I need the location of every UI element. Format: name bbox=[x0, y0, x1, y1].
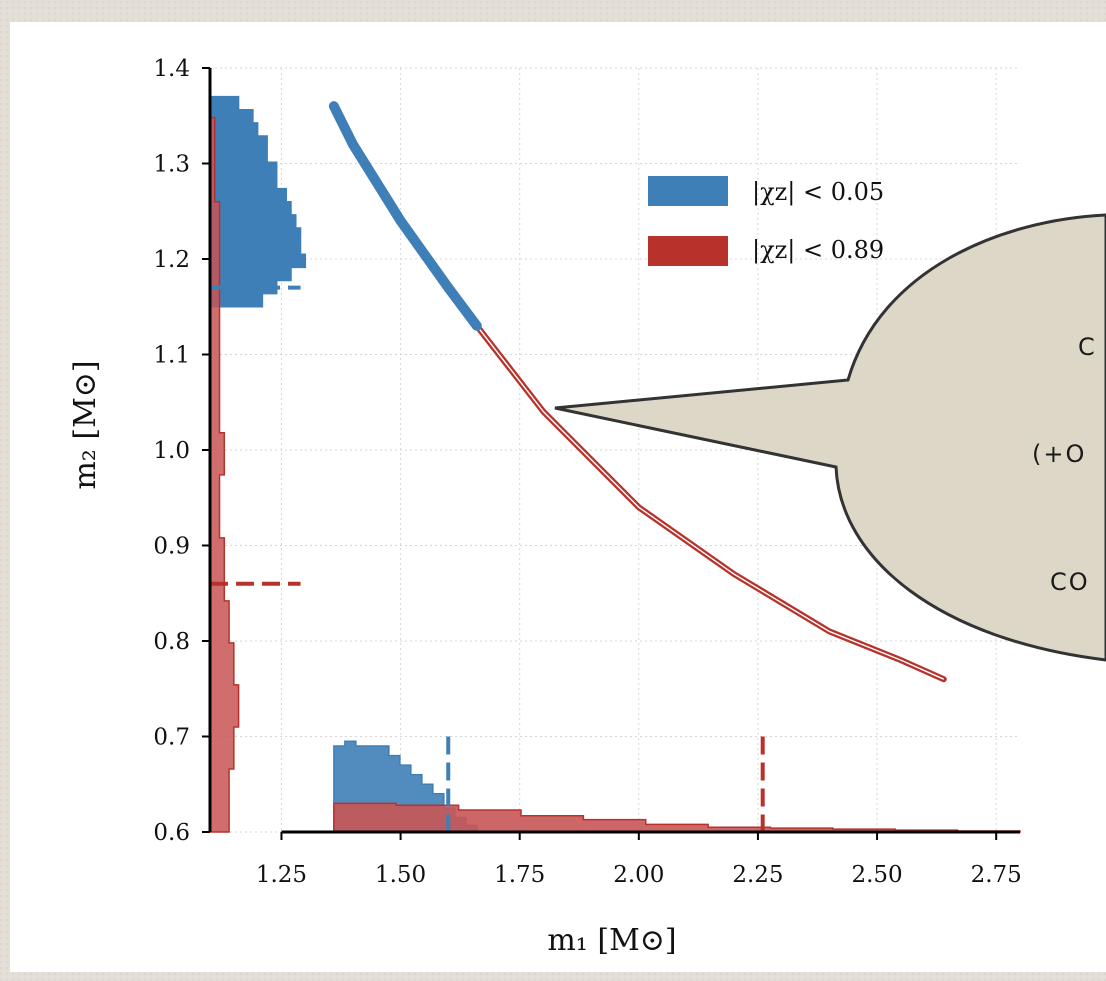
y-tick-label-4: 1.0 bbox=[153, 438, 190, 464]
y-tick-label-0: 0.6 bbox=[153, 820, 190, 846]
y-tick-label-8: 1.4 bbox=[153, 56, 190, 82]
legend: |χz| < 0.05 |χz| < 0.89 bbox=[648, 176, 884, 266]
tick-labels: 1.25 1.50 1.75 2.00 2.25 2.50 2.75 0.6 0.7 0.8 0.9… bbox=[153, 56, 1021, 888]
curve-blue bbox=[328, 101, 482, 331]
curve-red-highlight bbox=[476, 325, 945, 680]
x-tick-label-2: 1.75 bbox=[494, 862, 545, 888]
data-curves bbox=[328, 101, 947, 683]
y-tick-label-3: 0.9 bbox=[153, 534, 190, 560]
speech-bubble-shape bbox=[554, 213, 1106, 662]
y-tick-label-2: 0.8 bbox=[153, 629, 190, 655]
speech-bubble: C (+O CO bbox=[554, 213, 1106, 662]
x-tick-label-0: 1.25 bbox=[256, 862, 307, 888]
x-tick-label-1: 1.50 bbox=[375, 862, 426, 888]
bubble-text-line-2: (+O bbox=[1032, 440, 1086, 468]
x-tick-label-4: 2.25 bbox=[732, 862, 783, 888]
y-tick-label-6: 1.2 bbox=[153, 247, 190, 273]
bubble-text-line-3: CO bbox=[1050, 568, 1090, 596]
x-tick-label-3: 2.00 bbox=[613, 862, 664, 888]
m1-histogram-red bbox=[333, 802, 1021, 833]
legend-label-blue: |χz| < 0.05 bbox=[752, 178, 884, 207]
x-axis-label: m₁ [M⊙] bbox=[547, 923, 676, 958]
y-tick-label-1: 0.7 bbox=[153, 725, 190, 751]
y-axis-label: m₂ [M⊙] bbox=[68, 360, 103, 489]
bubble-text-line-1: C bbox=[1078, 333, 1097, 361]
legend-swatch-red bbox=[648, 236, 728, 266]
y-tick-label-7: 1.3 bbox=[153, 152, 190, 178]
m2-histogram-red bbox=[209, 96, 240, 833]
y-tick-label-5: 1.1 bbox=[153, 343, 190, 369]
legend-label-red: |χz| < 0.89 bbox=[752, 236, 884, 265]
x-tick-label-5: 2.50 bbox=[851, 862, 902, 888]
legend-swatch-blue bbox=[648, 176, 728, 206]
x-tick-label-6: 2.75 bbox=[971, 862, 1022, 888]
marginal-histograms bbox=[209, 95, 1021, 833]
m2-histogram-blue bbox=[209, 95, 307, 308]
